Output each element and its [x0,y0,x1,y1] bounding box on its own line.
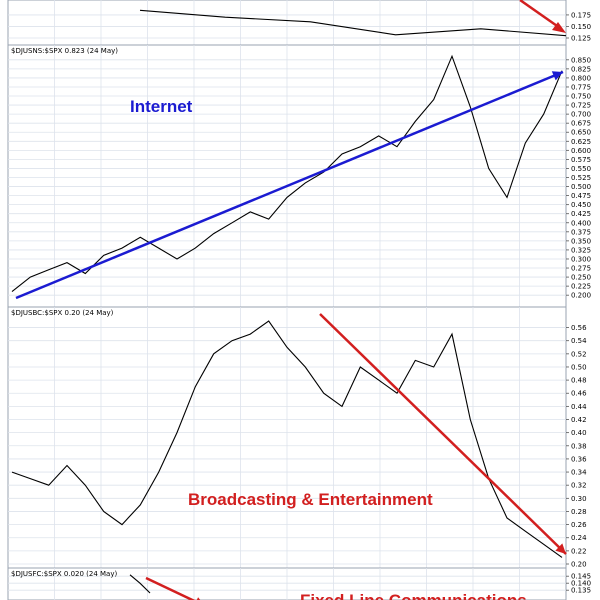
y-tick-label: 0.125 [571,35,591,43]
y-tick-label: 0.225 [571,283,591,291]
y-tick-label: 0.275 [571,265,591,273]
y-tick-label: 0.650 [571,129,591,137]
y-tick-label: 0.145 [571,573,591,581]
y-tick-label: 0.575 [571,156,591,164]
y-tick-label: 0.26 [571,521,587,529]
y-tick-label: 0.250 [571,274,591,282]
trend-line [145,576,196,600]
y-tick-label: 0.850 [571,56,591,64]
y-tick-label: 0.32 [571,482,587,490]
y-tick-label: 0.550 [571,165,591,173]
trend-arrowhead [555,543,566,554]
annotation-label: Fixed Line Communications [300,591,527,600]
y-tick-label: 0.22 [571,547,587,555]
y-tick-label: 0.725 [571,102,591,110]
trend-arrowhead [196,597,201,600]
y-tick-label: 0.600 [571,147,591,155]
y-tick-label: 0.525 [571,174,591,182]
y-tick-label: 0.42 [571,416,587,424]
panel-header: $DJUSNS:$SPX 0.823 (24 May) [11,47,118,55]
y-tick-label: 0.800 [571,74,591,82]
y-tick-label: 0.625 [571,138,591,146]
annotation-label: Broadcasting & Entertainment [188,490,433,509]
y-tick-label: 0.48 [571,377,587,385]
y-tick-label: 0.350 [571,237,591,245]
panel-header: $DJUSFC:$SPX 0.020 (24 May) [11,570,117,578]
y-tick-label: 0.54 [571,337,587,345]
y-tick-label: 0.200 [571,292,591,300]
y-tick-label: 0.140 [571,580,591,588]
y-tick-label: 0.24 [571,534,587,542]
y-tick-label: 0.675 [571,120,591,128]
trend-line [319,313,567,555]
y-tick-label: 0.500 [571,183,591,191]
y-tick-label: 0.750 [571,93,591,101]
panel-header: $DJUSBC:$SPX 0.20 (24 May) [11,309,114,317]
y-tick-label: 0.175 [571,11,591,19]
y-tick-label: 0.300 [571,255,591,263]
y-tick-label: 0.50 [571,363,587,371]
panel-3: 0.56 0.54 0.52 0.50 0.48 0.46 0.44 0.42 0.40 0.38… [7,306,587,569]
series-line [11,320,563,558]
y-tick-label: 0.150 [571,23,591,31]
y-tick-label: 0.425 [571,210,591,218]
y-tick-label: 0.400 [571,219,591,227]
top-trend-line [519,0,561,30]
y-tick-label: 0.34 [571,469,587,477]
y-tick-label: 0.36 [571,455,587,463]
series-line [139,9,567,37]
y-tick-label: 0.825 [571,65,591,73]
trend-line [15,70,564,300]
series-line [11,54,563,293]
annotation-label: Internet [130,97,193,116]
y-tick-label: 0.135 [571,587,591,595]
y-tick-label: 0.20 [571,561,587,569]
y-tick-label: 0.775 [571,83,591,91]
panel-1: 0.175 0.150 0.125 [7,0,591,46]
y-tick-label: 0.52 [571,350,587,358]
y-tick-label: 0.700 [571,111,591,119]
y-tick-label: 0.40 [571,429,587,437]
y-tick-label: 0.475 [571,192,591,200]
trend-arrowhead [551,71,563,81]
y-tick-label: 0.56 [571,324,587,332]
y-tick-label: 0.46 [571,390,587,398]
y-tick-label: 0.44 [571,403,587,411]
series-line [129,574,151,594]
y-tick-label: 0.38 [571,442,587,450]
y-tick-label: 0.375 [571,228,591,236]
y-tick-label: 0.30 [571,495,587,503]
y-tick-label: 0.450 [571,201,591,209]
y-tick-label: 0.325 [571,246,591,254]
y-tick-label: 0.28 [571,508,587,516]
top-trend-arrowhead [552,22,566,33]
